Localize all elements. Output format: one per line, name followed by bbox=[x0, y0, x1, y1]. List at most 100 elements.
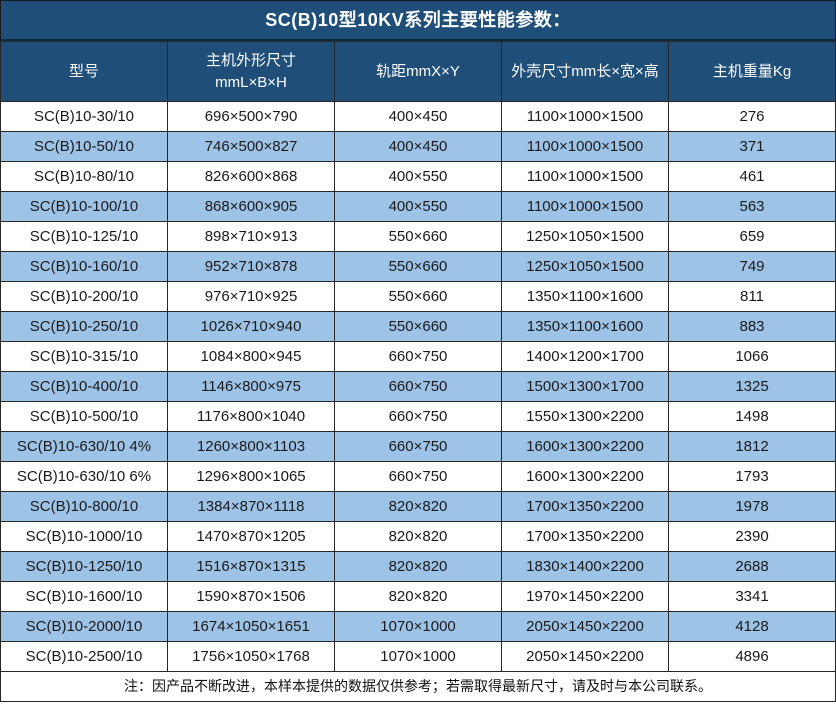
cell-model: SC(B)10-50/10 bbox=[0, 131, 168, 162]
cell-body-dimensions: 826×600×868 bbox=[167, 161, 335, 192]
cell-model: SC(B)10-80/10 bbox=[0, 161, 168, 192]
table-row: SC(B)10-250/10 1026×710×940 550×660 1350… bbox=[0, 311, 836, 342]
cell-shell-dimensions: 1970×1450×2200 bbox=[501, 581, 669, 612]
cell-rail-gauge: 550×660 bbox=[334, 281, 502, 312]
column-header-shell-dimensions: 外壳尺寸mm长×宽×高 bbox=[501, 41, 669, 102]
cell-body-dimensions: 1260×800×1103 bbox=[167, 431, 335, 462]
table-row: SC(B)10-80/10 826×600×868 400×550 1100×1… bbox=[0, 161, 836, 192]
cell-weight: 4896 bbox=[668, 641, 836, 672]
table-row: SC(B)10-1600/10 1590×870×1506 820×820 19… bbox=[0, 581, 836, 612]
column-header-weight: 主机重量Kg bbox=[668, 41, 836, 102]
cell-weight: 4128 bbox=[668, 611, 836, 642]
footnote: 注：因产品不断改进，本样本提供的数据仅供参考；若需取得最新尺寸，请及时与本公司联… bbox=[0, 672, 836, 702]
cell-body-dimensions: 696×500×790 bbox=[167, 101, 335, 132]
cell-model: SC(B)10-630/10 4% bbox=[0, 431, 168, 462]
cell-shell-dimensions: 1100×1000×1500 bbox=[501, 191, 669, 222]
cell-model: SC(B)10-2000/10 bbox=[0, 611, 168, 642]
table-row: SC(B)10-630/10 4% 1260×800×1103 660×750 … bbox=[0, 431, 836, 462]
cell-weight: 563 bbox=[668, 191, 836, 222]
cell-model: SC(B)10-2500/10 bbox=[0, 641, 168, 672]
cell-rail-gauge: 820×820 bbox=[334, 551, 502, 582]
cell-weight: 371 bbox=[668, 131, 836, 162]
cell-body-dimensions: 1674×1050×1651 bbox=[167, 611, 335, 642]
cell-rail-gauge: 400×550 bbox=[334, 161, 502, 192]
cell-weight: 2688 bbox=[668, 551, 836, 582]
cell-model: SC(B)10-160/10 bbox=[0, 251, 168, 282]
table-row: SC(B)10-1000/10 1470×870×1205 820×820 17… bbox=[0, 521, 836, 552]
cell-weight: 811 bbox=[668, 281, 836, 312]
cell-rail-gauge: 1070×1000 bbox=[334, 611, 502, 642]
cell-rail-gauge: 660×750 bbox=[334, 341, 502, 372]
spec-table: 型号 主机外形尺寸 mmL×B×H 轨距mmX×Y 外壳尺寸mm长×宽×高 主机… bbox=[0, 41, 836, 672]
cell-model: SC(B)10-200/10 bbox=[0, 281, 168, 312]
table-row: SC(B)10-630/10 6% 1296×800×1065 660×750 … bbox=[0, 461, 836, 492]
cell-model: SC(B)10-250/10 bbox=[0, 311, 168, 342]
cell-body-dimensions: 1176×800×1040 bbox=[167, 401, 335, 432]
cell-rail-gauge: 1070×1000 bbox=[334, 641, 502, 672]
cell-rail-gauge: 550×660 bbox=[334, 311, 502, 342]
cell-weight: 1498 bbox=[668, 401, 836, 432]
table-header: 型号 主机外形尺寸 mmL×B×H 轨距mmX×Y 外壳尺寸mm长×宽×高 主机… bbox=[0, 41, 836, 102]
cell-rail-gauge: 550×660 bbox=[334, 221, 502, 252]
table-row: SC(B)10-200/10 976×710×925 550×660 1350×… bbox=[0, 281, 836, 312]
cell-rail-gauge: 660×750 bbox=[334, 371, 502, 402]
cell-shell-dimensions: 1100×1000×1500 bbox=[501, 131, 669, 162]
cell-shell-dimensions: 1400×1200×1700 bbox=[501, 341, 669, 372]
cell-shell-dimensions: 1250×1050×1500 bbox=[501, 251, 669, 282]
cell-weight: 749 bbox=[668, 251, 836, 282]
table-row: SC(B)10-2500/10 1756×1050×1768 1070×1000… bbox=[0, 641, 836, 672]
cell-shell-dimensions: 1350×1100×1600 bbox=[501, 281, 669, 312]
cell-weight: 461 bbox=[668, 161, 836, 192]
cell-weight: 1325 bbox=[668, 371, 836, 402]
cell-model: SC(B)10-125/10 bbox=[0, 221, 168, 252]
cell-shell-dimensions: 1830×1400×2200 bbox=[501, 551, 669, 582]
cell-shell-dimensions: 1600×1300×2200 bbox=[501, 431, 669, 462]
cell-weight: 1978 bbox=[668, 491, 836, 522]
cell-body-dimensions: 1026×710×940 bbox=[167, 311, 335, 342]
cell-weight: 2390 bbox=[668, 521, 836, 552]
cell-body-dimensions: 1384×870×1118 bbox=[167, 491, 335, 522]
cell-weight: 1066 bbox=[668, 341, 836, 372]
cell-body-dimensions: 1756×1050×1768 bbox=[167, 641, 335, 672]
cell-body-dimensions: 1084×800×945 bbox=[167, 341, 335, 372]
cell-weight: 1812 bbox=[668, 431, 836, 462]
cell-body-dimensions: 1296×800×1065 bbox=[167, 461, 335, 492]
cell-body-dimensions: 1470×870×1205 bbox=[167, 521, 335, 552]
cell-body-dimensions: 898×710×913 bbox=[167, 221, 335, 252]
table-row: SC(B)10-30/10 696×500×790 400×450 1100×1… bbox=[0, 101, 836, 132]
column-header-body-dimensions: 主机外形尺寸 mmL×B×H bbox=[167, 41, 335, 102]
cell-body-dimensions: 1590×870×1506 bbox=[167, 581, 335, 612]
cell-body-dimensions: 746×500×827 bbox=[167, 131, 335, 162]
table-row: SC(B)10-100/10 868×600×905 400×550 1100×… bbox=[0, 191, 836, 222]
table-body: SC(B)10-30/10 696×500×790 400×450 1100×1… bbox=[0, 101, 836, 672]
cell-weight: 276 bbox=[668, 101, 836, 132]
table-row: SC(B)10-315/10 1084×800×945 660×750 1400… bbox=[0, 341, 836, 372]
cell-rail-gauge: 820×820 bbox=[334, 491, 502, 522]
cell-shell-dimensions: 1100×1000×1500 bbox=[501, 161, 669, 192]
column-header-model: 型号 bbox=[0, 41, 168, 102]
table-row: SC(B)10-2000/10 1674×1050×1651 1070×1000… bbox=[0, 611, 836, 642]
cell-rail-gauge: 550×660 bbox=[334, 251, 502, 282]
cell-body-dimensions: 952×710×878 bbox=[167, 251, 335, 282]
cell-rail-gauge: 660×750 bbox=[334, 431, 502, 462]
cell-shell-dimensions: 2050×1450×2200 bbox=[501, 611, 669, 642]
cell-model: SC(B)10-500/10 bbox=[0, 401, 168, 432]
cell-shell-dimensions: 1500×1300×1700 bbox=[501, 371, 669, 402]
cell-model: SC(B)10-315/10 bbox=[0, 341, 168, 372]
cell-weight: 1793 bbox=[668, 461, 836, 492]
cell-rail-gauge: 660×750 bbox=[334, 461, 502, 492]
cell-shell-dimensions: 1600×1300×2200 bbox=[501, 461, 669, 492]
table-row: SC(B)10-400/10 1146×800×975 660×750 1500… bbox=[0, 371, 836, 402]
cell-model: SC(B)10-1000/10 bbox=[0, 521, 168, 552]
table-row: SC(B)10-800/10 1384×870×1118 820×820 170… bbox=[0, 491, 836, 522]
cell-shell-dimensions: 1550×1300×2200 bbox=[501, 401, 669, 432]
cell-shell-dimensions: 1100×1000×1500 bbox=[501, 101, 669, 132]
cell-rail-gauge: 820×820 bbox=[334, 521, 502, 552]
cell-model: SC(B)10-1600/10 bbox=[0, 581, 168, 612]
cell-model: SC(B)10-100/10 bbox=[0, 191, 168, 222]
cell-shell-dimensions: 1350×1100×1600 bbox=[501, 311, 669, 342]
cell-body-dimensions: 976×710×925 bbox=[167, 281, 335, 312]
cell-model: SC(B)10-800/10 bbox=[0, 491, 168, 522]
cell-body-dimensions: 1516×870×1315 bbox=[167, 551, 335, 582]
